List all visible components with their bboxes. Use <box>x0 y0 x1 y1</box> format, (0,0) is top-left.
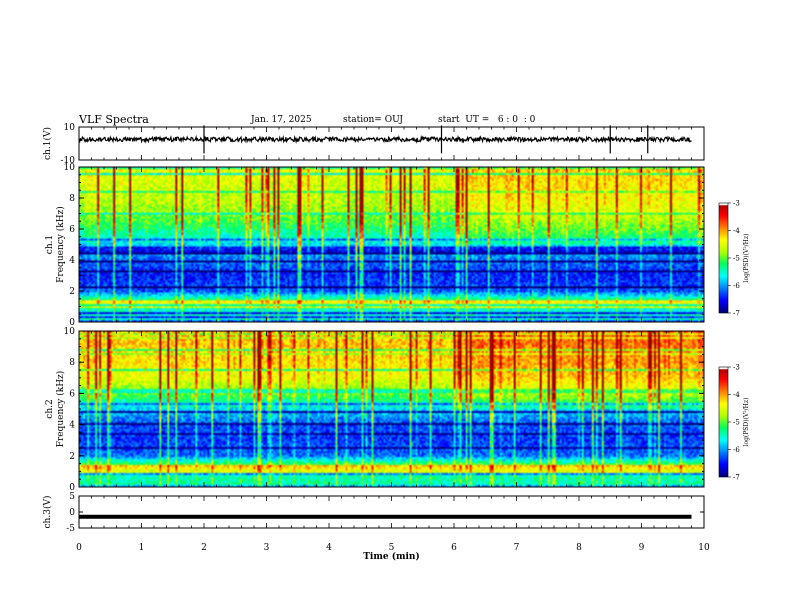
spectrogram-image-2 <box>79 331 704 487</box>
y-tick-label: 0 <box>69 318 75 328</box>
x-tick-label: 8 <box>576 543 582 553</box>
y-tick-label: 4 <box>69 421 75 431</box>
start-ut-label: start UT = 6 : 0 : 0 <box>438 115 536 125</box>
x-tick-label: 10 <box>698 543 710 553</box>
x-tick-label: 6 <box>451 543 457 553</box>
y-tick-label: 0 <box>69 483 75 493</box>
y-tick-label: 6 <box>69 225 75 235</box>
y-axis-label-ch3-waveform: ch.3(V) <box>42 496 53 529</box>
y-tick-label: 6 <box>69 389 75 399</box>
x-tick-label: 3 <box>264 543 270 553</box>
spectrogram-image-1 <box>79 167 704 322</box>
y-axis-label-channel: ch.2 <box>45 399 55 418</box>
x-tick-label: 7 <box>514 543 520 553</box>
waveform-frame-1 <box>78 126 705 161</box>
colorbar-label: log(PSD)(V²/Hz) <box>743 234 750 283</box>
colorbar-tick-label: -5 <box>733 419 740 427</box>
y-tick-label: -5 <box>66 524 75 534</box>
chart-title: VLF Spectra <box>79 113 149 126</box>
x-tick-label: 4 <box>326 543 332 553</box>
y-tick-label: -10 <box>61 156 76 166</box>
colorbar-1 <box>719 203 728 313</box>
y-tick-label: 4 <box>69 256 75 266</box>
y-tick-label: 8 <box>69 194 75 204</box>
station-label: station= OUJ <box>343 115 404 125</box>
y-axis-label-frequency: Frequency (kHz) <box>55 371 66 448</box>
y-axis-label-frequency: Frequency (kHz) <box>55 206 66 283</box>
y-tick-label: 10 <box>64 327 76 337</box>
x-tick-label: 5 <box>389 543 395 553</box>
date-label: Jan. 17, 2025 <box>251 115 312 125</box>
colorbar-tick-label: -3 <box>733 200 740 208</box>
y-tick-label: 2 <box>69 287 75 297</box>
x-axis-label: Time (min) <box>363 551 420 562</box>
y-tick-label: 8 <box>69 358 75 368</box>
colorbar-tick-label: -7 <box>733 310 740 318</box>
y-axis-label-channel: ch.1 <box>45 235 55 254</box>
ch1-waveform-trace <box>78 134 692 144</box>
x-tick-label: 1 <box>139 543 145 553</box>
x-tick-label: 0 <box>76 543 82 553</box>
y-tick-label: 0 <box>69 508 75 518</box>
y-tick-label: 2 <box>69 452 75 462</box>
x-tick-label: 9 <box>639 543 645 553</box>
y-tick-label: 10 <box>64 123 76 133</box>
colorbar-tick-label: -5 <box>733 255 740 263</box>
y-tick-label: 5 <box>69 492 75 502</box>
x-tick-label: 2 <box>201 543 207 553</box>
colorbar-label: log(PSD)(V²/Hz) <box>743 398 750 447</box>
colorbar-tick-label: -6 <box>733 282 740 290</box>
colorbar-tick-label: -3 <box>733 364 740 372</box>
y-axis-label-ch1-waveform: ch.1(V) <box>42 127 53 160</box>
colorbar-tick-label: -4 <box>733 227 740 235</box>
colorbar-2 <box>719 367 728 477</box>
colorbar-tick-label: -4 <box>733 391 740 399</box>
colorbar-tick-label: -6 <box>733 446 740 454</box>
colorbar-tick-label: -7 <box>733 474 740 482</box>
y-tick-label: 10 <box>64 163 76 173</box>
